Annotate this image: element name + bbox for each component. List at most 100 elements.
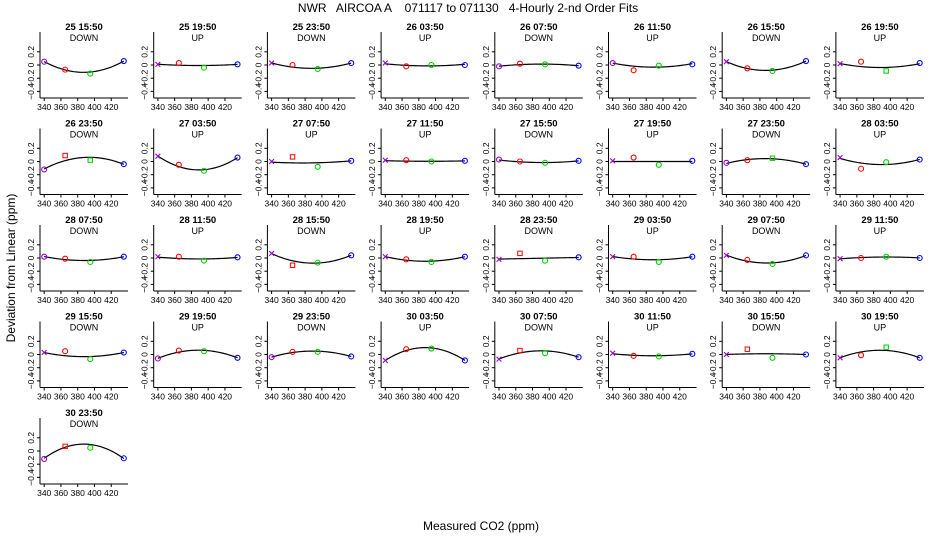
data-point-cross [268,250,275,257]
data-point-circle [655,161,662,168]
data-point-cross [155,61,161,68]
x-tick-label: 340 [264,199,278,209]
data-point-circle [495,156,503,163]
panel-title: 29 11:50 [861,215,898,226]
x-tick-label: 340 [378,199,392,209]
x-tick-label: 400 [656,102,670,112]
x-tick-label: 420 [104,199,118,209]
fit-curve [726,353,807,356]
y-tick-label: 0.2 [367,335,377,347]
y-tick-label: −0.2 [140,263,150,280]
x-tick-label: 400 [201,295,215,305]
panel-title: 28 07:50 [65,215,103,226]
y-tick-label: 0 [367,255,377,260]
panel-direction: DOWN [70,323,99,333]
x-tick-label: 340 [378,392,392,402]
data-point-circle [630,154,637,161]
data-point-circle [428,345,435,352]
y-tick-label: 0.2 [481,335,491,347]
y-tick-label: 0 [708,159,718,164]
y-tick-label: −0.4 [253,372,263,389]
x-tick-label: 400 [542,199,556,209]
panel-title: 27 15:50 [520,119,558,130]
x-tick-label: 400 [883,199,897,209]
y-tick-label: −0.2 [26,263,36,280]
x-tick-label: 380 [753,102,767,112]
panel-direction: UP [191,33,204,43]
y-tick-label: 0 [253,352,263,357]
y-tick-label: −0.4 [140,372,150,389]
panel-title: 28 19:50 [406,215,444,226]
x-tick-label: 400 [201,199,215,209]
x-tick-label: 340 [606,295,620,305]
y-tick-label: 0.2 [708,46,718,58]
x-tick-label: 380 [525,295,539,305]
x-tick-label: 400 [770,392,784,402]
x-tick-label: 380 [412,102,426,112]
y-tick-label: −0.4 [140,276,150,293]
fit-curve [612,255,693,261]
y-tick-label: −0.4 [26,83,36,100]
x-tick-label: 360 [281,392,295,402]
fit-curve [498,159,579,164]
x-tick-label: 360 [509,392,523,402]
y-tick-label: 0 [481,255,491,260]
panel-title: 27 23:50 [747,119,785,130]
x-tick-label: 380 [71,392,85,402]
y-tick-label: 0 [367,62,377,67]
y-tick-label: −0.2 [26,456,36,473]
x-tick-label: 420 [786,295,800,305]
panel-direction: UP [874,226,887,236]
y-tick-label: −0.2 [822,166,832,183]
x-tick-label: 340 [151,199,165,209]
y-tick-label: 0.2 [26,239,36,251]
y-tick-label: −0.4 [253,179,263,196]
y-tick-label: −0.2 [595,263,605,280]
data-point-circle [120,161,127,168]
y-tick-label: 0 [481,62,491,67]
data-point-circle [857,165,865,172]
data-point-circle [689,253,696,260]
x-tick-label: 360 [168,102,182,112]
y-tick-label: 0 [26,448,36,453]
data-point-circle [289,348,296,355]
y-tick-label: −0.2 [708,70,718,87]
y-tick-label: −0.2 [822,70,832,87]
y-tick-label: −0.2 [140,166,150,183]
panel-title: 29 19:50 [179,312,217,323]
x-tick-label: 420 [900,102,914,112]
panel-title: 25 15:50 [65,22,103,33]
y-tick-label: 0 [708,352,718,357]
data-point-circle [655,353,662,360]
fit-curve [726,254,807,264]
y-tick-label: −0.4 [708,372,718,389]
data-point-circle [689,61,696,68]
x-tick-label: 420 [218,199,232,209]
y-tick-label: 0 [26,352,36,357]
x-tick-label: 400 [542,102,556,112]
x-tick-label: 400 [770,199,784,209]
x-tick-label: 400 [428,102,442,112]
x-tick-label: 360 [54,392,68,402]
data-point-circle [916,156,923,163]
x-tick-label: 340 [833,295,847,305]
y-tick-label: −0.4 [481,179,491,196]
panel-direction: UP [874,33,887,43]
data-point-cross [496,356,502,362]
x-tick-label: 360 [622,199,636,209]
x-tick-label: 400 [201,392,215,402]
data-point-circle [120,57,127,65]
data-point-circle [234,254,241,261]
data-point-circle [41,253,48,260]
panel-direction: DOWN [297,226,326,236]
y-tick-label: 0.2 [140,335,150,347]
x-tick-label: 380 [525,392,539,402]
x-tick-label: 380 [298,199,312,209]
x-tick-label: 420 [218,102,232,112]
